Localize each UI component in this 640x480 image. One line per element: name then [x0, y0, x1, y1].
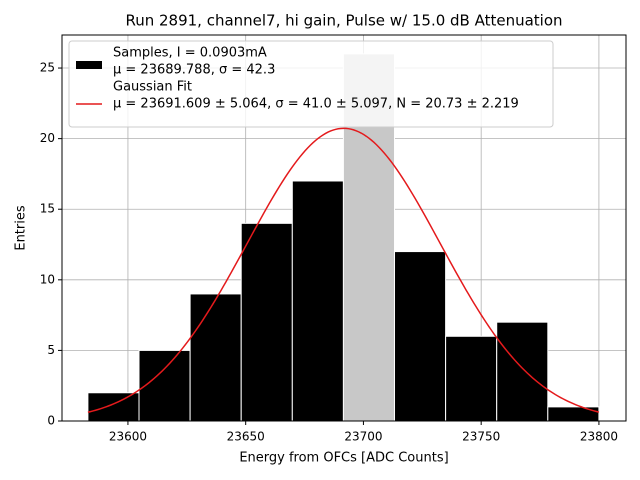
legend-box: [68, 40, 554, 128]
fit-curve: [87, 127, 600, 413]
legend-label: Samples, I = 0.0903mA: [113, 46, 267, 61]
bar: [394, 251, 447, 422]
legend-label: Gaussian Fit: [113, 80, 192, 95]
bar: [87, 392, 140, 422]
legend-label: μ = 23689.788, σ = 42.3: [113, 63, 275, 78]
bar: [240, 222, 293, 422]
y-tick-label: 0: [47, 414, 55, 428]
y-tick-label: 15: [40, 202, 55, 216]
x-tick-label: 23750: [462, 430, 500, 444]
legend-label: μ = 23691.609 ± 5.064, σ = 41.0 ± 5.097,…: [113, 97, 519, 112]
x-tick-label: 23600: [109, 430, 147, 444]
bar: [445, 335, 498, 422]
y-axis-label: Entries: [14, 205, 29, 251]
y-tick-label: 20: [40, 131, 55, 145]
bar: [138, 349, 191, 422]
y-tick-label: 5: [47, 343, 55, 357]
x-axis-label: Energy from OFCs [ADC Counts]: [239, 451, 448, 466]
y-tick-label: 10: [40, 272, 55, 286]
chart-title: Run 2891, channel7, hi gain, Pulse w/ 15…: [125, 12, 562, 30]
bar: [496, 321, 549, 422]
x-tick-label: 23700: [344, 430, 382, 444]
axes-frame: [61, 34, 627, 422]
x-tick-label: 23650: [227, 430, 265, 444]
y-tick-label: 25: [40, 61, 55, 75]
legend-swatch: [76, 61, 102, 69]
bar: [547, 406, 600, 422]
bar: [189, 293, 242, 422]
bar: [291, 180, 344, 422]
x-tick-label: 23800: [580, 430, 618, 444]
